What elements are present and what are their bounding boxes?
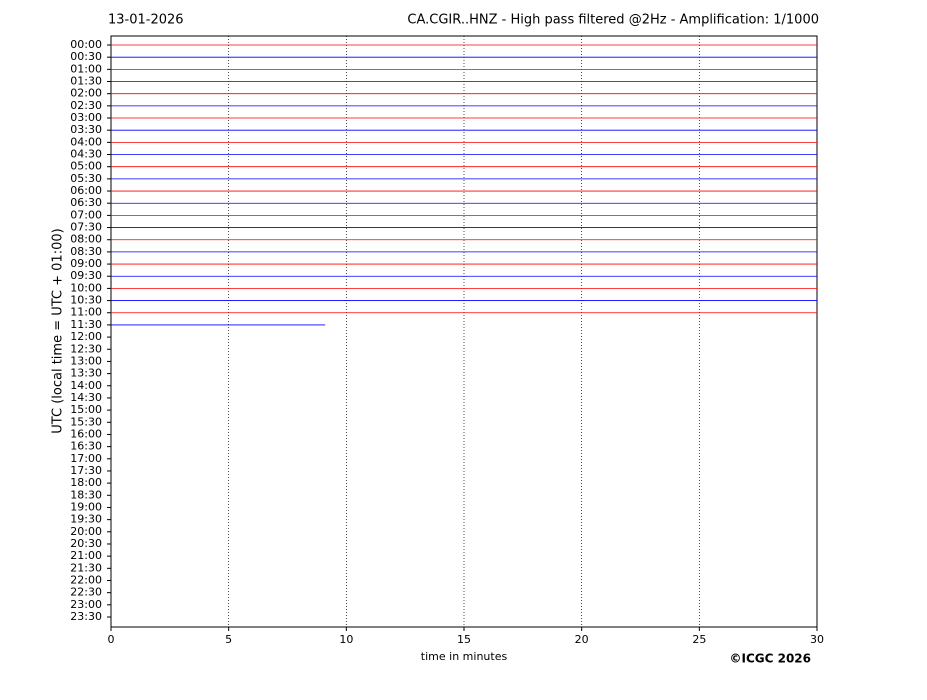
x-tick-label: 0	[108, 633, 115, 646]
x-tick-label: 15	[457, 633, 471, 646]
credit: ©ICGC 2026	[729, 652, 811, 666]
chart-title: CA.CGIR..HNZ - High pass filtered @2Hz -…	[407, 13, 819, 28]
y-tick-label: 08:30	[70, 245, 102, 258]
y-tick-label: 06:00	[70, 184, 102, 197]
y-tick-label: 20:30	[70, 537, 102, 550]
y-tick-label: 08:00	[70, 233, 102, 246]
plot-frame	[110, 35, 818, 628]
y-tick-label: 16:30	[70, 440, 102, 453]
y-tick-label: 01:30	[70, 75, 102, 88]
y-tick-label: 15:30	[70, 415, 102, 428]
y-tick-label: 00:30	[70, 50, 102, 63]
y-tick-label: 13:30	[70, 367, 102, 380]
y-tick-label: 19:00	[70, 500, 102, 513]
y-tick-label: 19:30	[70, 513, 102, 526]
y-tick-label: 00:00	[70, 38, 102, 51]
y-tick-label: 18:00	[70, 476, 102, 489]
y-tick-label: 09:00	[70, 257, 102, 270]
y-tick-label: 16:00	[70, 427, 102, 440]
y-tick-label: 02:30	[70, 99, 102, 112]
y-tick-label: 20:00	[70, 525, 102, 538]
y-tick-label: 17:00	[70, 452, 102, 465]
y-tick-label: 22:00	[70, 573, 102, 586]
y-tick-label: 10:30	[70, 294, 102, 307]
y-tick-label: 10:00	[70, 281, 102, 294]
y-tick-label: 05:30	[70, 172, 102, 185]
y-tick-label: 15:00	[70, 403, 102, 416]
y-tick-label: 11:00	[70, 306, 102, 319]
y-tick-label: 11:30	[70, 318, 102, 331]
chart-date: 13-01-2026	[108, 13, 184, 28]
x-tick-label: 30	[810, 633, 824, 646]
y-tick-label: 22:30	[70, 586, 102, 599]
y-tick-label: 06:30	[70, 196, 102, 209]
y-tick-label: 21:00	[70, 549, 102, 562]
y-tick-label: 01:00	[70, 62, 102, 75]
y-tick-label: 03:30	[70, 123, 102, 136]
y-tick-label: 23:00	[70, 598, 102, 611]
y-tick-label: 03:00	[70, 111, 102, 124]
y-tick-label: 12:30	[70, 342, 102, 355]
y-tick-label: 07:00	[70, 208, 102, 221]
y-tick-label: 05:00	[70, 160, 102, 173]
x-tick-label: 10	[339, 633, 353, 646]
y-tick-label: 18:30	[70, 488, 102, 501]
x-tick-label: 20	[575, 633, 589, 646]
y-tick-label: 04:30	[70, 148, 102, 161]
y-tick-label: 23:30	[70, 610, 102, 623]
x-tick-label: 25	[692, 633, 706, 646]
x-axis-label: time in minutes	[421, 650, 508, 663]
y-tick-label: 14:00	[70, 379, 102, 392]
y-tick-label: 12:00	[70, 330, 102, 343]
y-tick-label: 21:30	[70, 561, 102, 574]
y-tick-label: 07:30	[70, 221, 102, 234]
x-tick-label: 5	[225, 633, 232, 646]
y-tick-label: 04:00	[70, 135, 102, 148]
y-tick-label: 02:00	[70, 87, 102, 100]
y-tick-label: 13:00	[70, 354, 102, 367]
y-tick-label: 09:30	[70, 269, 102, 282]
y-tick-label: 14:30	[70, 391, 102, 404]
y-axis-label: UTC (local time = UTC + 01:00)	[51, 228, 66, 433]
y-tick-label: 17:30	[70, 464, 102, 477]
